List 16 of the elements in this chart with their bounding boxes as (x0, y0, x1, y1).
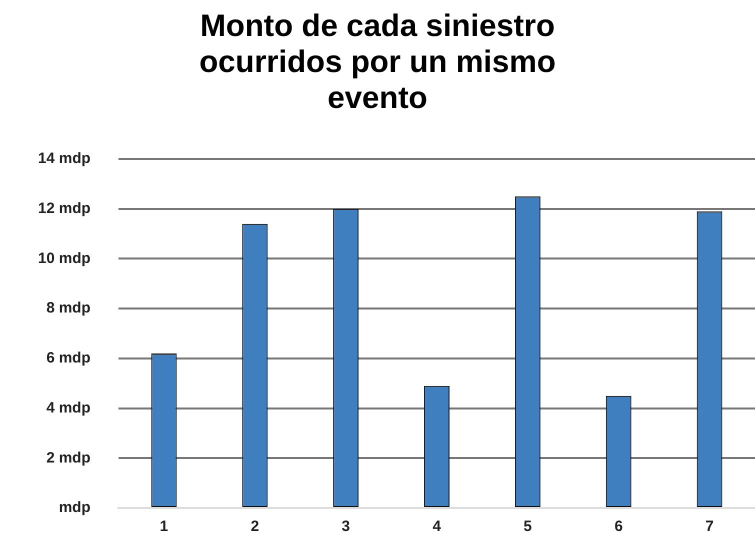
y-tick-label: mdp (58, 499, 91, 516)
x-tick-label: 4 (432, 518, 442, 536)
y-tick-label: 14 mdp (38, 150, 91, 168)
y-tick-label: 6 mdp (46, 350, 91, 367)
y-tick-label: 10 mdp (38, 250, 91, 267)
x-tick-label: 2 (250, 518, 260, 536)
x-tick-label: 1 (160, 518, 168, 536)
x-tick-label: 5 (524, 518, 532, 536)
x-tick-label: 3 (342, 518, 350, 536)
y-tick-label: 12 mdp (38, 200, 91, 217)
chart-title: Monto de cada siniestro ocurridos por un mismo evento (198, 7, 557, 117)
x-tick-label: 7 (705, 518, 714, 536)
y-tick-label: 8 mdp (46, 300, 91, 317)
y-tick-label: 2 mdp (46, 449, 91, 466)
x-tick-label: 6 (614, 518, 623, 536)
y-tick-label: 4 mdp (46, 399, 91, 416)
